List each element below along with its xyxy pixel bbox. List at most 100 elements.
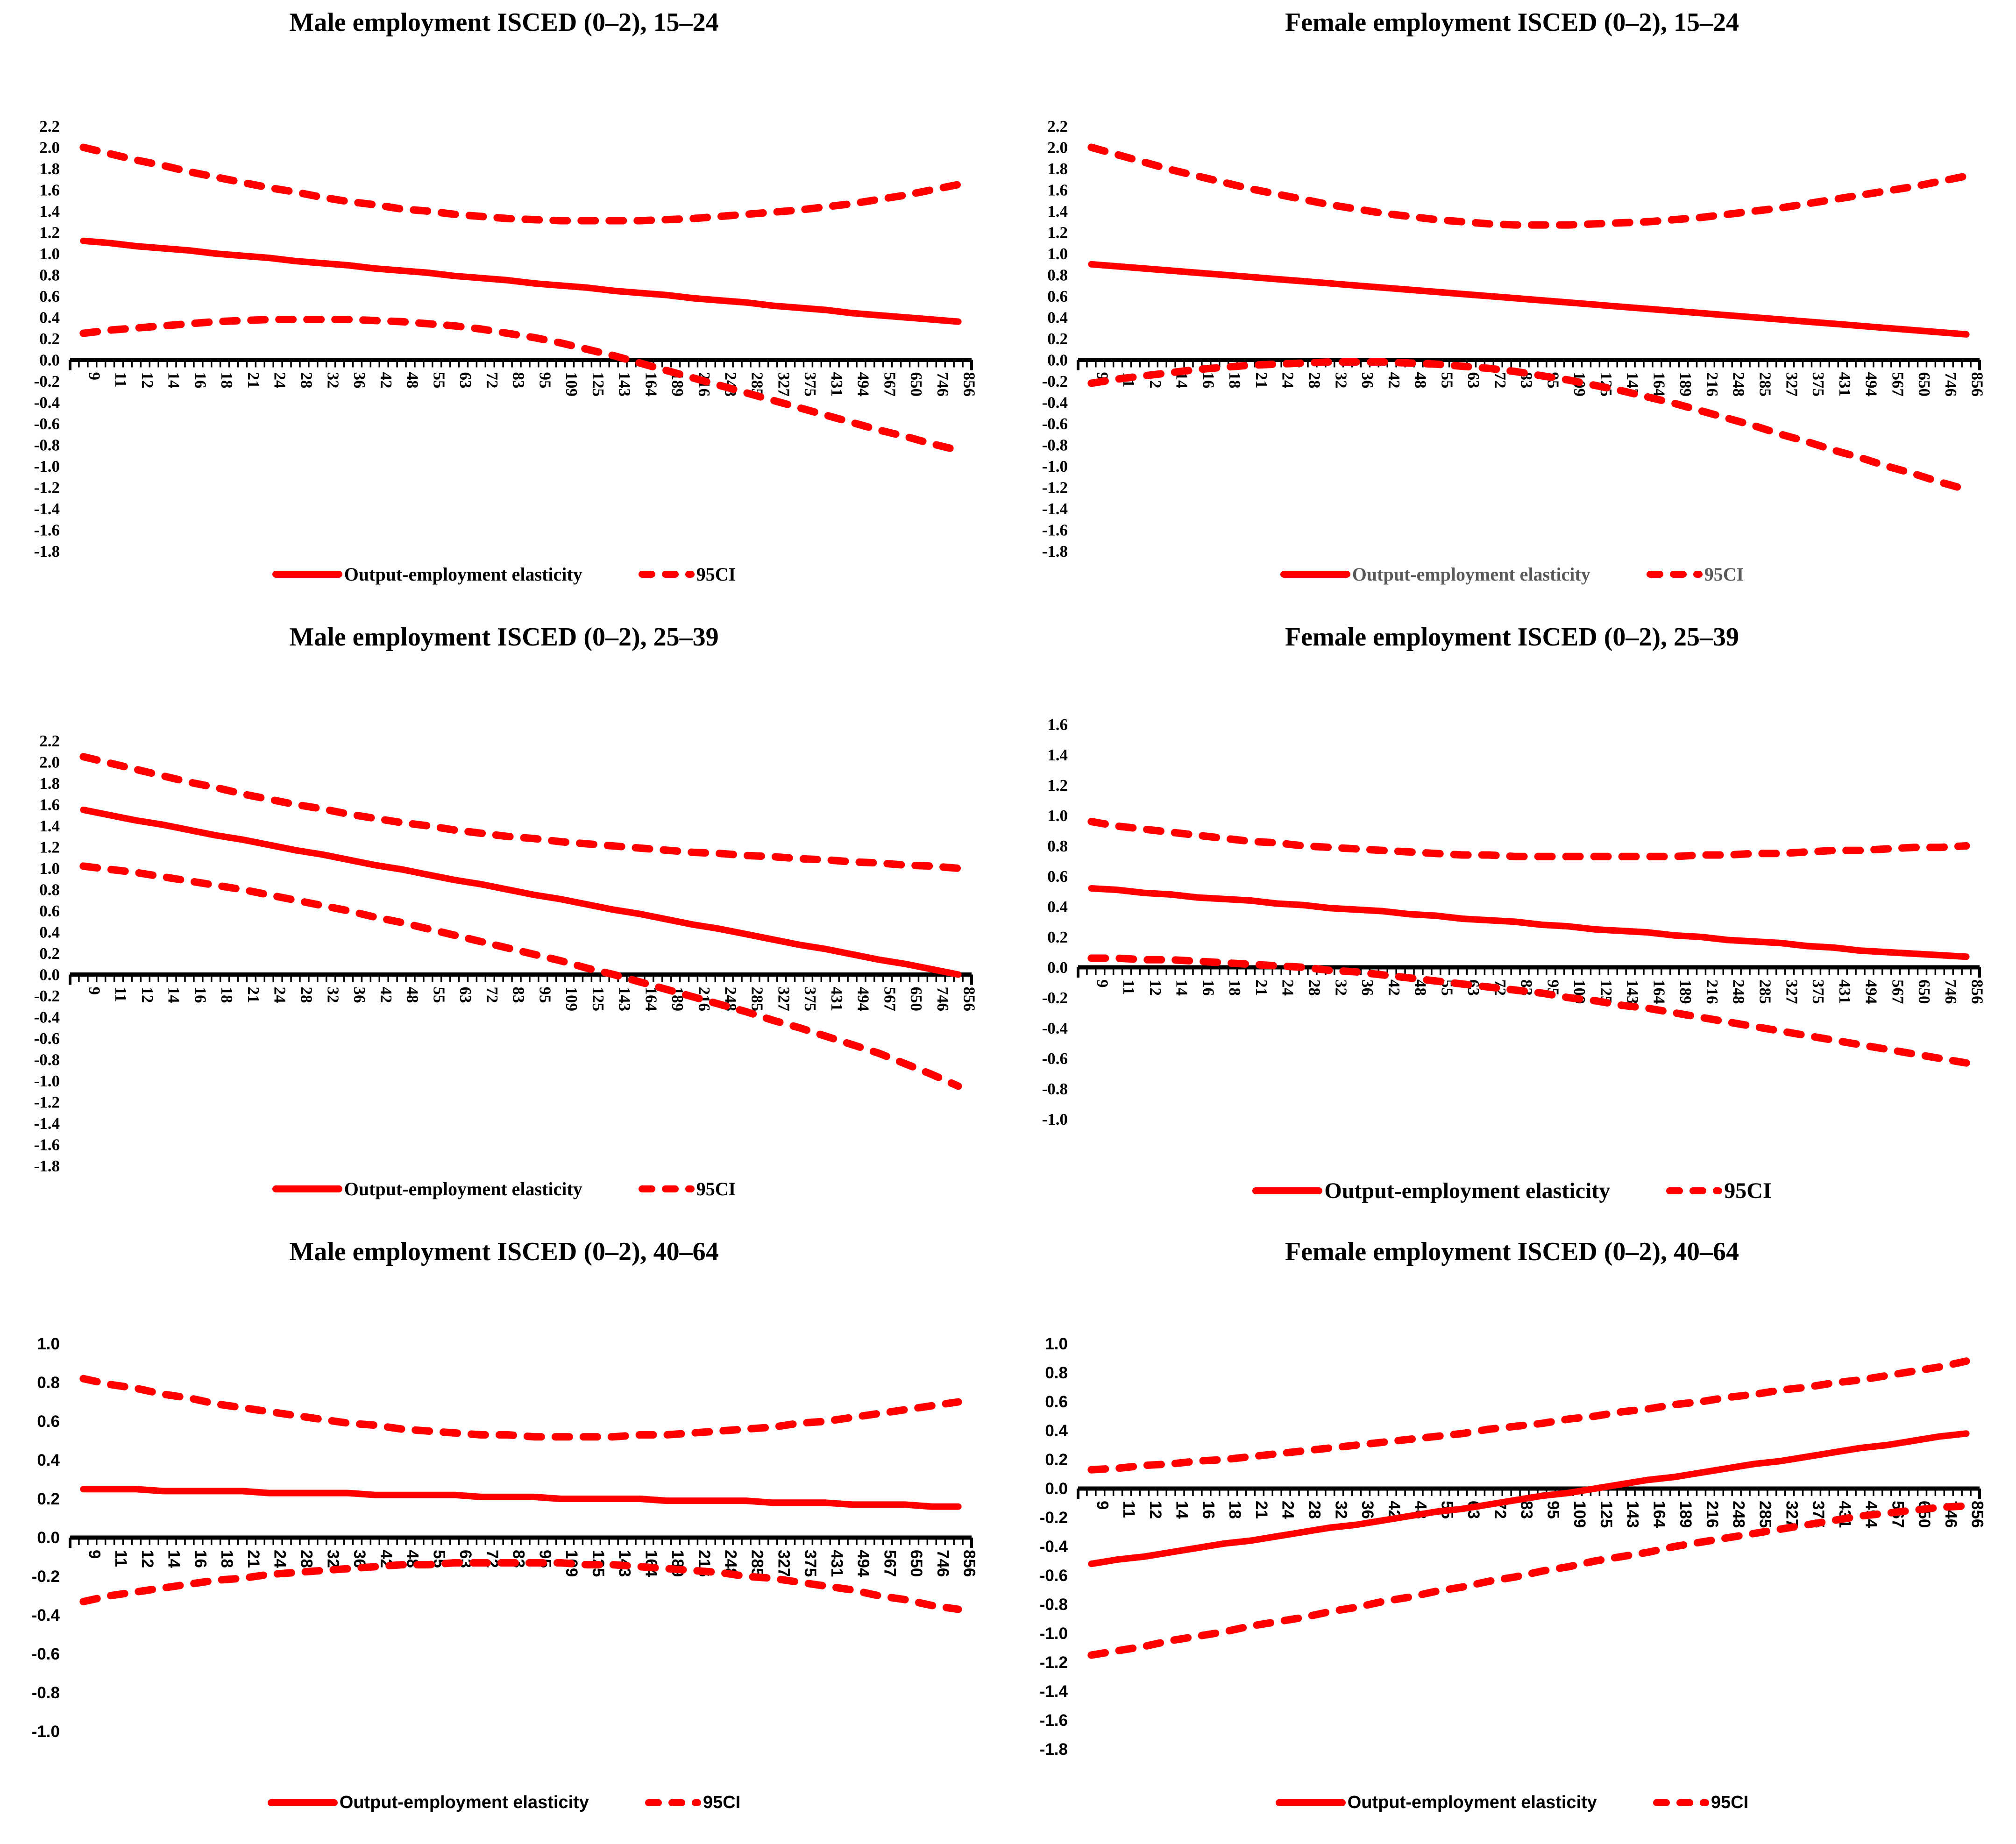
line-plot: 1.0 0.8 0.6 0.4 0.2 0.0 -0.2 -0.4 -0.6 -0.8 -1.0 -1…: [1040, 1335, 1987, 1759]
svg-text:0.6: 0.6: [1047, 287, 1068, 305]
legend-item-ci: 95CI: [645, 1793, 740, 1813]
solid-line-swatch-icon: [1252, 1187, 1323, 1194]
svg-text:48: 48: [1412, 372, 1430, 389]
svg-text:-0.2: -0.2: [32, 1567, 60, 1586]
svg-text:72: 72: [483, 372, 501, 389]
svg-text:21: 21: [244, 1550, 263, 1568]
svg-text:14: 14: [165, 987, 183, 1003]
svg-text:248: 248: [1730, 372, 1748, 397]
legend-label: 95CI: [1704, 564, 1744, 585]
svg-text:0.2: 0.2: [39, 330, 60, 348]
svg-text:-1.4: -1.4: [1040, 1682, 1068, 1701]
svg-text:42: 42: [377, 372, 395, 389]
svg-text:24: 24: [271, 1550, 289, 1568]
svg-text:-1.6: -1.6: [1042, 521, 1068, 539]
legend-item-elasticity: Output-employment elasticity: [1252, 1178, 1610, 1204]
svg-text:650: 650: [1915, 979, 1933, 1004]
svg-text:48: 48: [404, 372, 422, 389]
svg-text:0.4: 0.4: [39, 923, 60, 942]
svg-text:21: 21: [1252, 979, 1271, 996]
svg-text:143: 143: [616, 372, 634, 397]
svg-text:12: 12: [138, 987, 156, 1003]
svg-text:-0.4: -0.4: [1040, 1538, 1068, 1556]
chart-title: Male employment ISCED (0–2), 40–64: [289, 1237, 719, 1266]
svg-text:-0.6: -0.6: [1042, 1050, 1068, 1068]
chart-title: Male employment ISCED (0–2), 15–24: [289, 8, 719, 37]
svg-text:11: 11: [1120, 979, 1138, 995]
solid-line-swatch-icon: [272, 1185, 342, 1192]
legend-item-ci: 95CI: [1646, 563, 1744, 585]
svg-text:125: 125: [589, 987, 607, 1012]
svg-text:285: 285: [1756, 372, 1775, 397]
svg-text:1.2: 1.2: [1047, 224, 1068, 242]
dashed-line-swatch-icon: [1653, 1799, 1709, 1806]
svg-text:1.2: 1.2: [39, 224, 60, 242]
svg-text:189: 189: [1676, 1501, 1695, 1528]
svg-text:-0.4: -0.4: [32, 1606, 60, 1624]
svg-text:-0.4: -0.4: [1042, 394, 1068, 412]
svg-text:0.4: 0.4: [1047, 309, 1068, 327]
svg-text:18: 18: [1226, 979, 1244, 996]
svg-text:856: 856: [960, 1550, 979, 1577]
line-plot: 1.6 1.4 1.2 1.0 0.8 0.6 0.4 0.2 0.0 -0.2 -0.4 -0.6 -…: [1042, 716, 1987, 1128]
legend-label: 95CI: [1711, 1793, 1749, 1812]
svg-text:431: 431: [828, 987, 846, 1012]
svg-text:1.2: 1.2: [1047, 776, 1068, 794]
svg-text:32: 32: [324, 1550, 342, 1568]
line-plot: 2.2 2.0 1.8 1.6 1.4 1.2 1.0 0.8 0.6 0.4 0.2 0.0 -0.2…: [34, 117, 979, 560]
chart-title: Female employment ISCED (0–2), 40–64: [1285, 1237, 1739, 1266]
line-plot: 1.00.80.60.40.20.0-0.2-0.4-0.6-0.8-1.09 1…: [32, 1335, 979, 1741]
svg-text:285: 285: [1756, 1501, 1775, 1528]
svg-text:12: 12: [138, 1550, 156, 1568]
svg-text:42: 42: [1385, 372, 1403, 389]
svg-text:36: 36: [1358, 372, 1377, 389]
svg-text:746: 746: [1942, 979, 1960, 1004]
svg-text:431: 431: [1836, 372, 1854, 397]
svg-text:-0.6: -0.6: [1040, 1567, 1068, 1585]
chart-female-15-24: Female employment ISCED (0–2), 15–24 2.2…: [1008, 0, 2016, 615]
chart-male-40-64: Male employment ISCED (0–2), 40–64 1.0 0.…: [0, 1229, 1008, 1844]
svg-text:-1.0: -1.0: [32, 1723, 60, 1741]
line-plot: 2.2 2.0 1.8 1.6 1.4 1.2 1.0 0.8 0.6 0.4 0.2 0.0 -0.2…: [1042, 117, 1987, 560]
svg-text:32: 32: [1332, 1501, 1350, 1519]
dashed-line-swatch-icon: [1646, 571, 1703, 578]
svg-text:431: 431: [828, 1550, 846, 1577]
svg-text:0.2: 0.2: [1045, 1451, 1068, 1469]
svg-text:24: 24: [1279, 372, 1297, 389]
svg-text:0.2: 0.2: [37, 1490, 60, 1508]
svg-text:16: 16: [1199, 372, 1217, 389]
svg-text:0.2: 0.2: [1047, 330, 1068, 348]
svg-text:9: 9: [85, 1550, 103, 1559]
svg-text:1.6: 1.6: [1047, 181, 1068, 199]
legend-label: Output-employment elasticity: [339, 1793, 589, 1812]
svg-text:24: 24: [1279, 1501, 1297, 1519]
svg-text:-0.8: -0.8: [34, 436, 60, 454]
svg-text:1.0: 1.0: [37, 1335, 60, 1353]
legend-item-elasticity: Output-employment elasticity: [1280, 563, 1590, 585]
svg-text:16: 16: [191, 987, 209, 1003]
svg-text:216: 216: [1703, 1501, 1721, 1528]
svg-text:746: 746: [934, 1550, 952, 1577]
svg-text:9: 9: [85, 372, 103, 381]
svg-text:2.2: 2.2: [39, 732, 60, 750]
svg-text:63: 63: [1464, 372, 1483, 389]
svg-text:164: 164: [1650, 979, 1668, 1004]
svg-text:63: 63: [456, 987, 475, 1003]
svg-text:746: 746: [1942, 372, 1960, 397]
svg-text:14: 14: [1173, 1501, 1191, 1519]
svg-text:-1.2: -1.2: [1042, 479, 1068, 497]
dashed-line-swatch-icon: [638, 1185, 695, 1192]
svg-text:-0.8: -0.8: [34, 1051, 60, 1069]
line-plot: 2.2 2.0 1.8 1.6 1.4 1.2 1.0 0.8 0.6 0.4 0.2 0.0 -0.2…: [34, 732, 979, 1175]
svg-text:2.0: 2.0: [39, 753, 60, 772]
svg-text:2.0: 2.0: [1047, 139, 1068, 157]
svg-text:189: 189: [1676, 372, 1695, 397]
svg-text:-1.4: -1.4: [1042, 500, 1068, 518]
svg-text:1.6: 1.6: [1047, 716, 1068, 734]
svg-text:-1.0: -1.0: [1042, 457, 1068, 475]
svg-text:28: 28: [298, 987, 316, 1003]
svg-text:11: 11: [112, 1550, 130, 1567]
svg-text:0.0: 0.0: [1047, 351, 1068, 369]
svg-text:0.6: 0.6: [1047, 867, 1068, 886]
svg-text:21: 21: [244, 372, 263, 389]
